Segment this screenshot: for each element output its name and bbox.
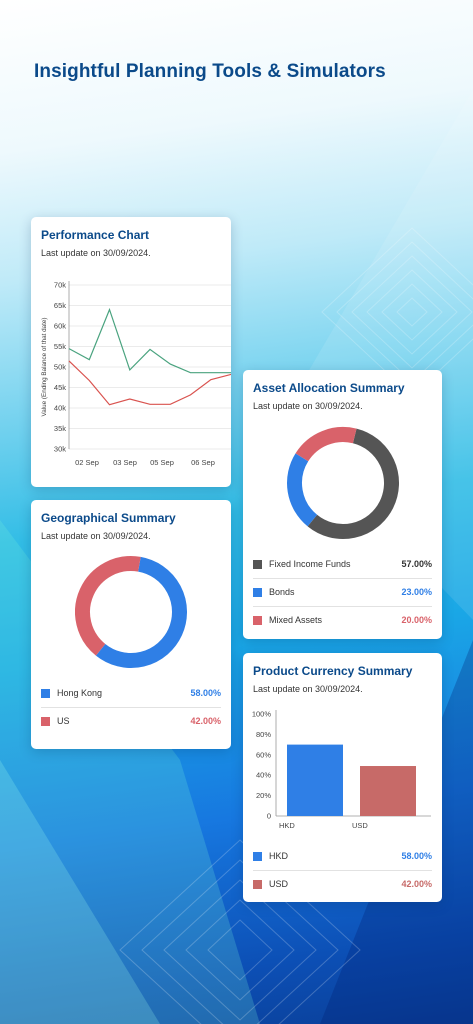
legend-percentage: 42.00%: [190, 716, 221, 726]
asset-allocation-donut-chart: [287, 427, 400, 539]
legend-label: Fixed Income Funds: [269, 559, 351, 569]
y-tick-label: 65k: [54, 301, 66, 310]
legend-percentage: 23.00%: [401, 587, 432, 597]
legend-percentage: 58.00%: [401, 851, 432, 861]
y-tick-label: 70k: [54, 281, 66, 290]
currency-bar-chart: 100% 80% 60% 40% 20% 0 HKD USD: [252, 710, 431, 830]
card-title: Performance Chart: [41, 228, 150, 242]
card-title: Geographical Summary: [41, 511, 176, 525]
legend-swatch: [253, 851, 262, 861]
legend-percentage: 57.00%: [401, 559, 432, 569]
legend-label: HKD: [269, 851, 289, 861]
y-tick-label: 0: [267, 812, 271, 821]
y-tick-label: 60%: [256, 750, 271, 759]
x-tick-label: HKD: [279, 821, 295, 830]
legend-swatch: [253, 879, 262, 889]
asset-allocation-card[interactable]: Asset Allocation Summary Last update on …: [243, 370, 442, 639]
legend-percentage: 58.00%: [190, 688, 221, 698]
legend-percentage: 20.00%: [401, 615, 432, 625]
y-tick-label: 50k: [54, 363, 66, 372]
legend-item-mixed-assets: Mixed Assets 20.00%: [253, 606, 432, 634]
geographical-summary-card[interactable]: Geographical Summary Last update on 30/0…: [31, 500, 231, 749]
legend-label: US: [57, 716, 70, 726]
y-tick-label: 55k: [54, 342, 66, 351]
legend-label: Mixed Assets: [269, 615, 323, 625]
x-tick-label: 02 Sep: [75, 458, 99, 467]
x-tick-label: 05 Sep: [150, 458, 174, 467]
legend-label: USD: [269, 879, 289, 889]
product-currency-card[interactable]: Product Currency Summary Last update on …: [243, 653, 442, 902]
page-heading: Insightful Planning Tools & Simulators: [34, 61, 386, 82]
y-tick-label: 35k: [54, 424, 66, 433]
y-tick-label: 40k: [54, 404, 66, 413]
legend-item-usd: USD 42.00%: [253, 870, 432, 898]
legend-item-hkd: HKD 58.00%: [253, 842, 432, 870]
legend-label: Hong Kong: [57, 688, 103, 698]
x-tick-label: USD: [352, 821, 368, 830]
last-update-text: Last update on 30/09/2024.: [253, 401, 363, 411]
y-tick-label: 30k: [54, 445, 66, 454]
donut-slice: [95, 556, 187, 668]
x-tick-label: 06 Sep: [191, 458, 215, 467]
legend-item-hong-kong: Hong Kong 58.00%: [41, 679, 221, 707]
divider: [253, 606, 432, 607]
card-title: Asset Allocation Summary: [253, 381, 405, 395]
legend-swatch: [41, 688, 50, 698]
performance-chart-card[interactable]: Performance Chart Last update on 30/09/2…: [31, 217, 231, 487]
divider: [41, 707, 221, 708]
last-update-text: Last update on 30/09/2024.: [41, 531, 151, 541]
y-tick-label: 45k: [54, 383, 66, 392]
y-tick-label: 80%: [256, 730, 271, 739]
divider: [253, 578, 432, 579]
y-tick-label: 100%: [252, 710, 272, 719]
y-tick-label: 40%: [256, 771, 271, 780]
legend-swatch: [41, 716, 50, 726]
legend-item-bonds: Bonds 23.00%: [253, 578, 432, 606]
legend-item-us: US 42.00%: [41, 707, 221, 735]
series-line-1: [68, 307, 231, 374]
donut-slice: [295, 427, 357, 462]
legend-label: Bonds: [269, 587, 295, 597]
legend-swatch: [253, 587, 262, 597]
y-tick-label: 20%: [256, 791, 271, 800]
donut-slice: [307, 428, 400, 539]
legend-item-fixed-income-funds: Fixed Income Funds 57.00%: [253, 550, 432, 578]
donut-slice: [287, 453, 318, 527]
donut-slice: [75, 556, 141, 656]
series-line-2: [68, 360, 231, 406]
bar-hkd: [287, 744, 343, 816]
legend-swatch: [253, 615, 262, 625]
performance-line-chart: Value (Ending Balance of that date) 70k 6…: [41, 281, 231, 467]
y-tick-label: 60k: [54, 322, 66, 331]
x-tick-label: 03 Sep: [113, 458, 137, 467]
y-axis-label: Value (Ending Balance of that date): [41, 318, 48, 417]
geographical-donut-chart: [75, 556, 187, 668]
last-update-text: Last update on 30/09/2024.: [253, 684, 363, 694]
card-title: Product Currency Summary: [253, 664, 413, 678]
legend-swatch: [253, 559, 262, 569]
legend-percentage: 42.00%: [401, 879, 432, 889]
divider: [253, 870, 432, 871]
bar-usd: [360, 766, 416, 816]
last-update-text: Last update on 30/09/2024.: [41, 248, 151, 258]
